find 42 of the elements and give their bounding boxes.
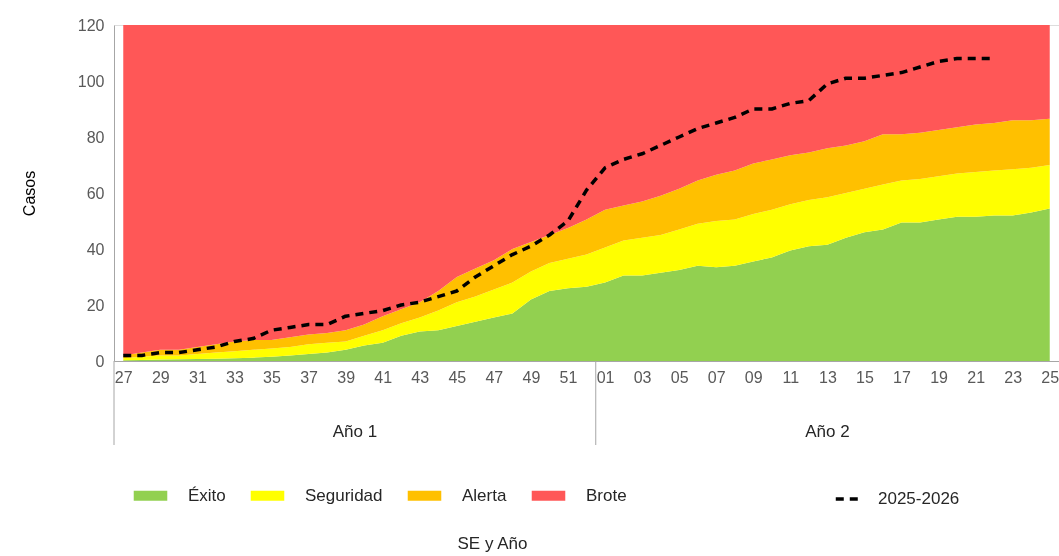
x-tick-label: 45 <box>448 368 467 386</box>
x-tick-label: 39 <box>337 368 356 386</box>
x-tick-label: 41 <box>374 368 393 386</box>
x-tick-label: 19 <box>930 368 949 386</box>
y-tick-label: 120 <box>77 16 105 34</box>
legend-label: Éxito <box>188 485 226 505</box>
y-axis-title: Casos <box>20 170 38 217</box>
y-tick-label: 80 <box>86 128 105 146</box>
x-tick-label: 29 <box>151 368 170 386</box>
legend-label: Alerta <box>462 485 507 505</box>
x-tick-label: 11 <box>782 368 800 386</box>
legend-label: 2025-2026 <box>878 489 960 508</box>
x-tick-label: 49 <box>522 368 541 386</box>
x-tick-label: 37 <box>300 368 319 386</box>
x-tick-label: 35 <box>263 368 281 386</box>
text: Año 1 <box>332 422 378 441</box>
x-tick-label: 21 <box>967 368 986 386</box>
x-tick-label: 33 <box>226 368 244 386</box>
x-tick-label: 27 <box>114 368 133 386</box>
x-tick-label: 51 <box>559 368 578 386</box>
y-tick-label: 20 <box>86 296 105 314</box>
y-tick-label: 40 <box>86 240 105 258</box>
x-tick-label: 09 <box>744 368 763 386</box>
text: Año 2 <box>805 422 850 441</box>
x-tick-label: 05 <box>670 368 689 386</box>
y-tick-label: 60 <box>86 184 105 202</box>
x-tick-label: 15 <box>856 368 874 386</box>
x-tick-label: 47 <box>485 368 504 386</box>
text: SE y Año <box>457 534 528 553</box>
y-tick-label: 100 <box>77 72 105 90</box>
x-tick-label: 17 <box>893 368 911 386</box>
x-tick-label: 13 <box>818 368 837 386</box>
y-tick-label: 0 <box>95 352 105 370</box>
legend-label: Brote <box>586 485 627 505</box>
x-tick-label: 01 <box>596 368 615 386</box>
x-tick-label: 23 <box>1004 368 1023 386</box>
legend-label: Seguridad <box>305 485 383 505</box>
x-tick-label: 03 <box>633 368 652 386</box>
x-tick-label: 31 <box>188 368 207 386</box>
x-tick-label: 25 <box>1041 368 1059 386</box>
x-tick-label: 43 <box>411 368 430 386</box>
x-tick-label: 07 <box>707 368 726 386</box>
